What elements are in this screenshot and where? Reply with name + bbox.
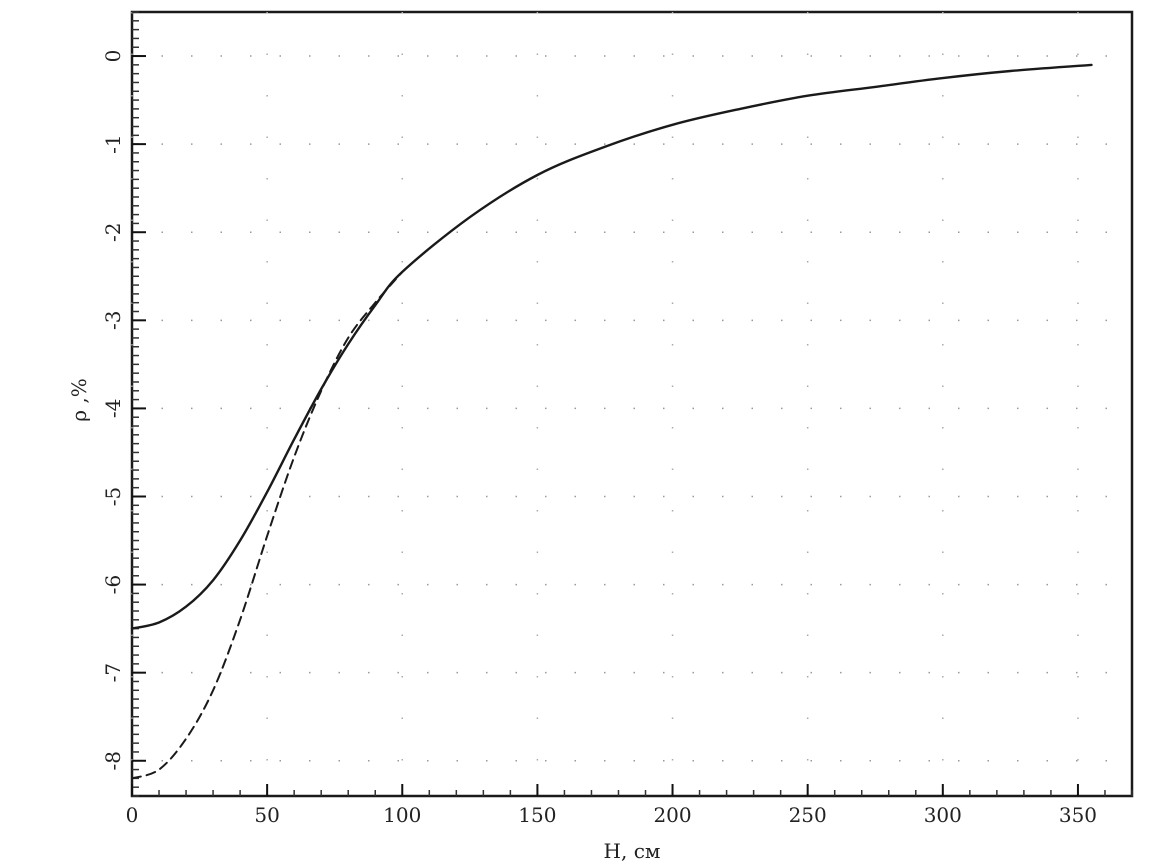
y-axis-label: ρ ,% (67, 378, 91, 421)
dashed-series-line (131, 270, 404, 780)
y-tick-label: -1 (101, 134, 125, 153)
x-tick-label: 150 (518, 803, 556, 827)
x-tick-label: 50 (254, 803, 279, 827)
y-tick-label: -3 (101, 311, 125, 330)
y-tick-label: -7 (101, 663, 125, 682)
y-tick-label: -2 (101, 222, 125, 241)
plot-frame (130, 10, 1134, 798)
x-tick-label: 0 (126, 803, 139, 827)
x-axis-label: H, см (604, 839, 661, 863)
x-tick-label: 350 (1059, 803, 1097, 827)
solid-series-line (130, 63, 1093, 630)
label-layer: 0 50 100 150 200 250 300 350 0 -1 -2 -3 -4 -5 -6 -7 -8 (101, 50, 1097, 827)
y-tick-label: -4 (101, 399, 125, 418)
x-tick-label: 200 (653, 803, 691, 827)
x-tick-label: 250 (789, 803, 827, 827)
y-tick-label: -5 (101, 487, 125, 506)
y-tick-label: -6 (101, 575, 125, 594)
x-tick-label: 100 (383, 803, 421, 827)
y-tick-label: 0 (101, 50, 125, 63)
y-tick-label: -8 (101, 751, 125, 770)
grid-layer (131, 12, 1132, 796)
tick-layer (131, 11, 1133, 797)
x-tick-label: 300 (924, 803, 962, 827)
series-layer (130, 63, 1093, 780)
